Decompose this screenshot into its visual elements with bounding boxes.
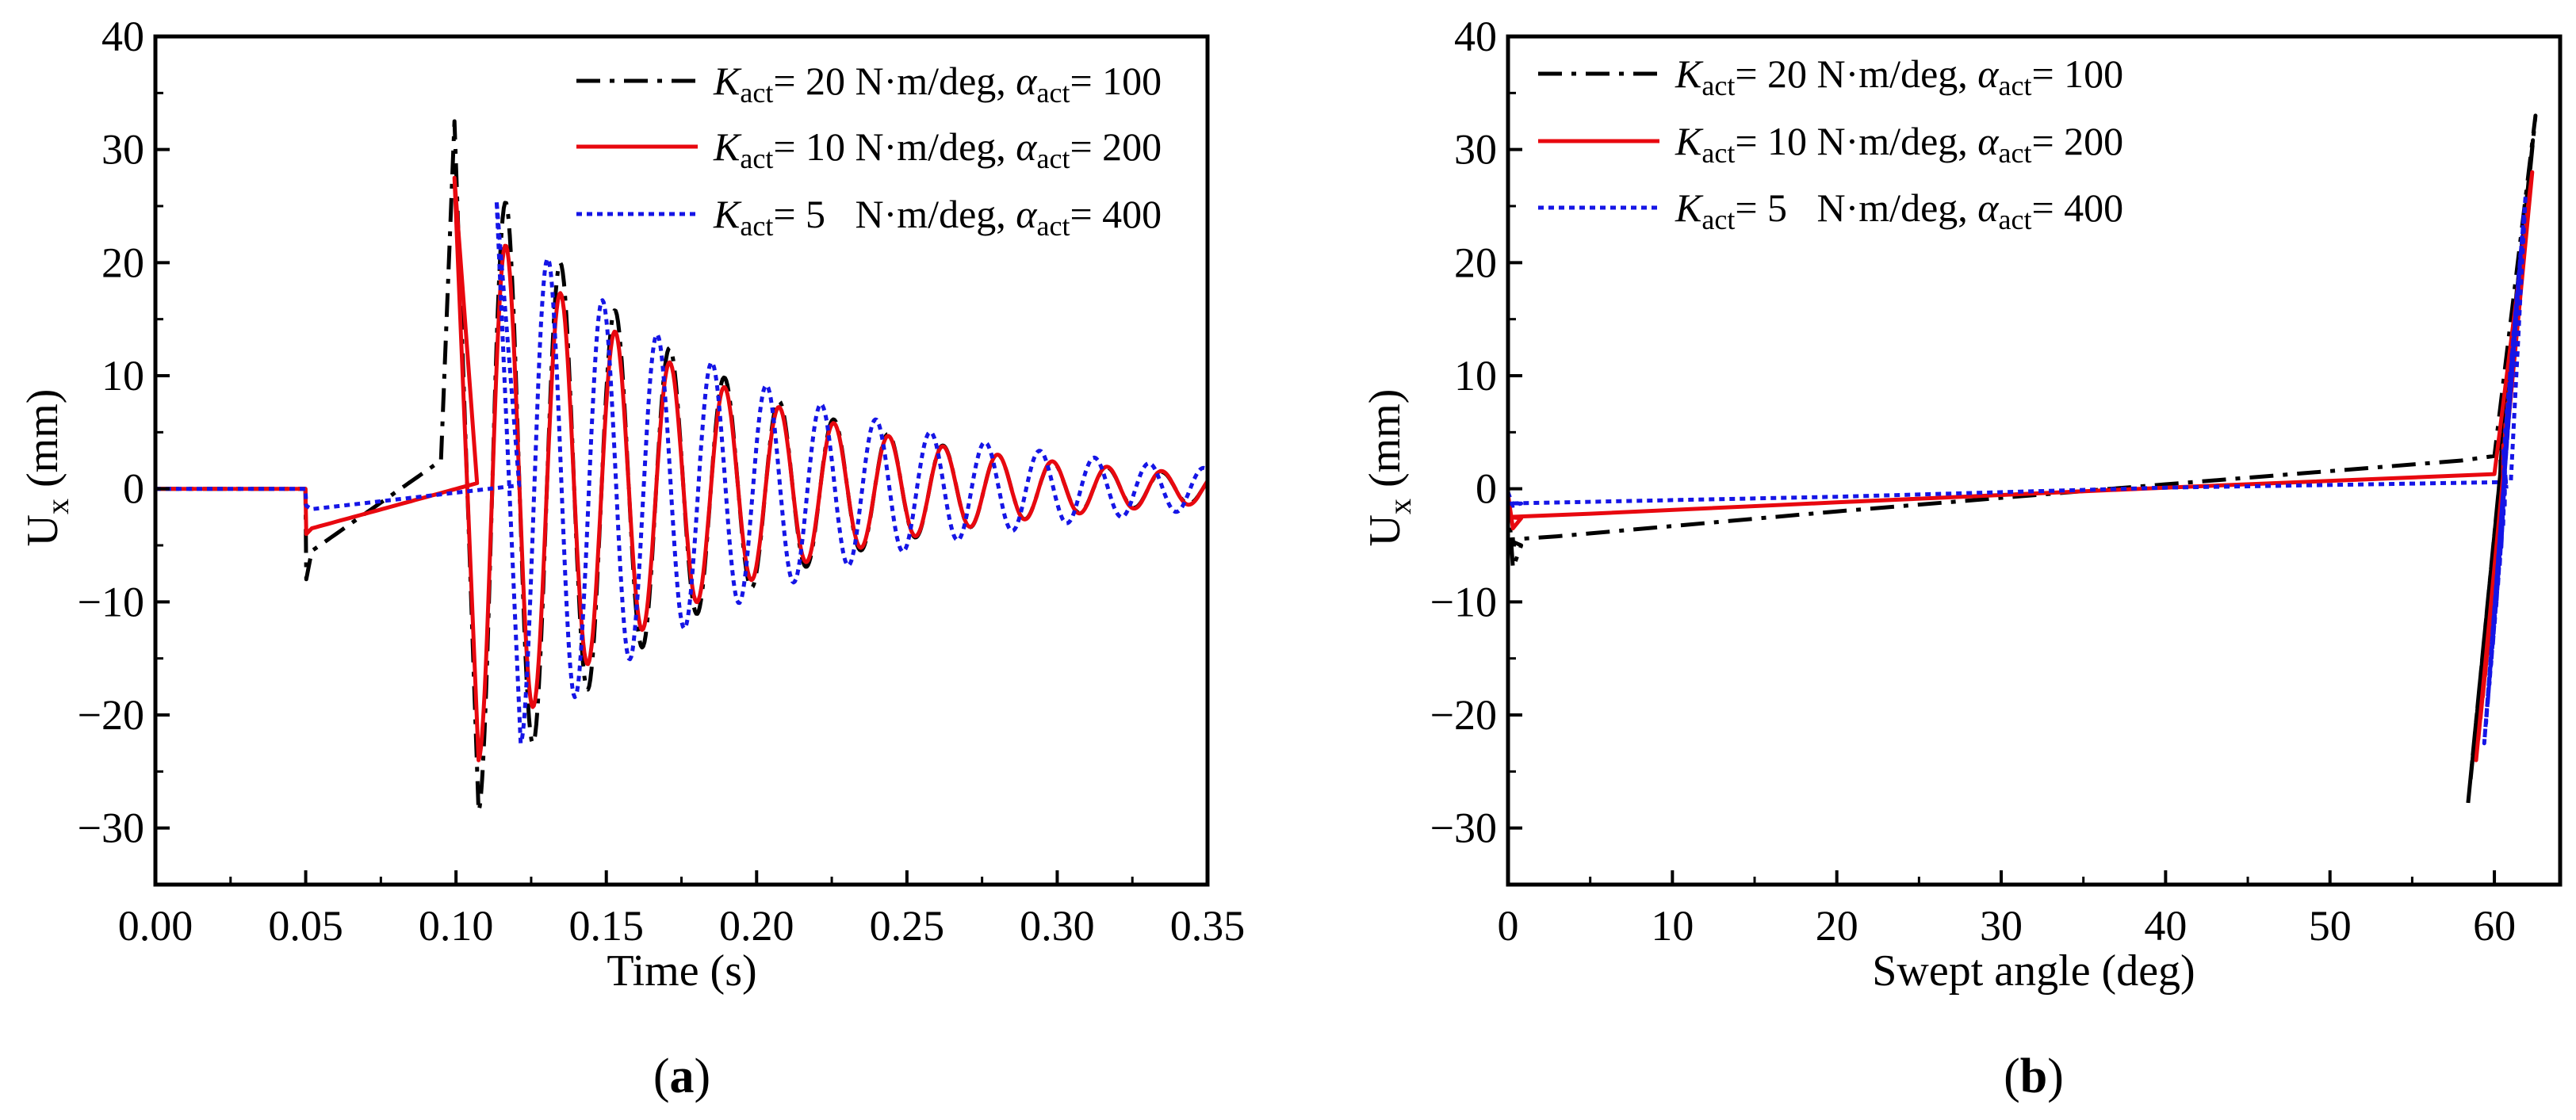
chart-panel-b: 0 10 20 30 40 50 60 −30 −20 −10 0 10 20 30 40 Swept an… [1361, 13, 2563, 1103]
series-b-line-3 [1508, 193, 2528, 746]
y-tick-label: 30 [1454, 126, 1497, 174]
x-tick-label: 0.05 [268, 902, 343, 950]
x-axis-label-a: Time (s) [607, 946, 756, 996]
y-axis-label-b: Ux (mm) [1361, 389, 1418, 547]
legend-b-label-1: Kact= 20 N·m/deg, αact= 100 [1675, 52, 2123, 101]
x-tick-label: 0.30 [1020, 902, 1095, 950]
y-tick-label: 10 [1454, 352, 1497, 399]
y-tick-label: −20 [1430, 691, 1497, 739]
plot-area-b [1508, 113, 2538, 808]
x-axis-label-b: Swept angle (deg) [1872, 946, 2195, 996]
legend-a-label-2: Kact= 10 N·m/deg, αact= 200 [713, 124, 1162, 174]
x-tick-label: 10 [1651, 902, 1694, 950]
x-tick-label: 20 [1816, 902, 1858, 950]
x-tick-label: 40 [2144, 902, 2187, 950]
plot-area-a [155, 119, 1208, 813]
y-tick-label: 10 [101, 352, 144, 399]
y-tick-label: −20 [78, 691, 144, 739]
y-tick-label: 0 [1476, 465, 1497, 513]
y-tick-label: 0 [123, 465, 144, 513]
y-tick-label: 40 [1454, 13, 1497, 60]
x-tick-label: 0.25 [870, 902, 945, 950]
axes-frame-b [1506, 34, 2563, 887]
y-tick-label: 40 [101, 13, 144, 60]
x-tick-label: 50 [2309, 902, 2352, 950]
x-tick-label: 0 [1498, 902, 1519, 950]
x-tick-label: 0.15 [568, 902, 644, 950]
legend-a-label-3: Kact= 5 N·m/deg, αact= 400 [713, 192, 1162, 242]
y-tick-label: −30 [78, 805, 144, 852]
series-a-line-2 [155, 175, 1208, 763]
legend-b-label-2: Kact= 10 N·m/deg, αact= 200 [1675, 119, 2123, 169]
ticks-a: 0.00 0.05 0.10 0.15 0.20 0.25 0.30 0.35 −30 −20 −1… [78, 13, 1246, 950]
x-tick-label: 30 [1980, 902, 2023, 950]
y-tick-label: 30 [101, 126, 144, 174]
y-tick-label: −30 [1430, 805, 1497, 852]
y-tick-label: 20 [1454, 239, 1497, 286]
x-tick-label: 0.35 [1170, 902, 1246, 950]
legend-b: Kact= 20 N·m/deg, αact= 100 Kact= 10 N·m… [1538, 52, 2123, 235]
legend-a-label-1: Kact= 20 N·m/deg, αact= 100 [713, 59, 1162, 109]
x-tick-label: 0.20 [719, 902, 794, 950]
panel-label-a: (a) [653, 1049, 710, 1103]
x-tick-label: 60 [2473, 902, 2516, 950]
panel-label-b: (b) [2004, 1049, 2064, 1103]
ticks-b: 0 10 20 30 40 50 60 −30 −20 −10 0 10 20 30 40 [1430, 13, 2517, 950]
x-tick-label: 0.00 [118, 902, 193, 950]
y-tick-label: −10 [78, 578, 144, 625]
legend-b-label-3: Kact= 5 N·m/deg, αact= 400 [1675, 185, 2123, 235]
y-axis-label-a: Ux (mm) [18, 389, 75, 547]
chart-panel-a: 0.00 0.05 0.10 0.15 0.20 0.25 0.30 0.35 −30 −20 −1… [18, 13, 1245, 1103]
y-tick-label: 20 [101, 239, 144, 286]
legend-a: Kact= 20 N·m/deg, αact= 100 Kact= 10 N·m… [576, 59, 1162, 242]
y-tick-label: −10 [1430, 578, 1497, 625]
x-tick-label: 0.10 [419, 902, 494, 950]
